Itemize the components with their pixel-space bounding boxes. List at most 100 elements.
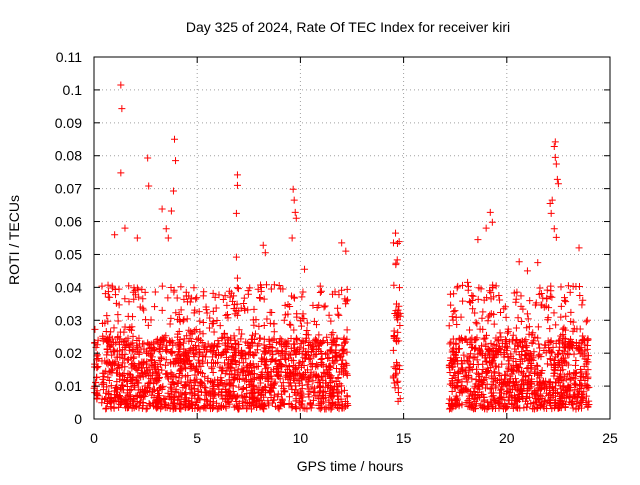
- data-point: [140, 306, 148, 314]
- data-point: [305, 373, 313, 381]
- data-point: [470, 387, 478, 395]
- data-point: [303, 327, 311, 335]
- data-point: [480, 396, 488, 404]
- data-point: [319, 394, 327, 402]
- data-point: [539, 294, 547, 302]
- data-point: [319, 361, 327, 369]
- data-point: [192, 326, 200, 334]
- data-point: [112, 299, 120, 307]
- data-point: [473, 365, 481, 373]
- data-point: [451, 373, 459, 381]
- data-point: [343, 392, 351, 400]
- data-point: [537, 290, 545, 298]
- data-point: [135, 349, 143, 357]
- data-point: [167, 207, 175, 215]
- data-point: [233, 181, 241, 189]
- data-point: [509, 331, 517, 339]
- data-point: [496, 389, 504, 397]
- data-point: [166, 383, 174, 391]
- data-point: [582, 318, 590, 326]
- data-point: [337, 365, 345, 373]
- data-point: [129, 332, 137, 340]
- data-point: [576, 325, 584, 333]
- data-point: [117, 169, 125, 177]
- data-point: [304, 374, 312, 382]
- data-point: [491, 398, 499, 406]
- data-point: [253, 362, 261, 370]
- data-point: [340, 346, 348, 354]
- data-point: [504, 327, 512, 335]
- data-point: [471, 395, 479, 403]
- data-point: [101, 290, 109, 298]
- data-point: [299, 310, 307, 318]
- data-point: [328, 399, 336, 407]
- data-point: [560, 357, 568, 365]
- data-point: [155, 395, 163, 403]
- data-point: [516, 338, 524, 346]
- data-point: [519, 380, 527, 388]
- data-point: [218, 376, 226, 384]
- data-point: [246, 362, 254, 370]
- data-point: [472, 344, 480, 352]
- data-point: [205, 324, 213, 332]
- data-point: [468, 296, 476, 304]
- data-point: [299, 373, 307, 381]
- data-point: [125, 282, 133, 290]
- data-point: [543, 389, 551, 397]
- data-point: [201, 353, 209, 361]
- data-point: [261, 249, 269, 257]
- data-point: [174, 359, 182, 367]
- data-point: [501, 402, 509, 410]
- data-point: [246, 284, 254, 292]
- data-point: [474, 295, 482, 303]
- data-point: [525, 350, 533, 358]
- data-point: [538, 395, 546, 403]
- data-point: [130, 381, 138, 389]
- data-point: [150, 386, 158, 394]
- data-point: [546, 292, 554, 300]
- data-point: [114, 334, 122, 342]
- data-point: [396, 309, 404, 317]
- data-point: [130, 353, 138, 361]
- data-point: [239, 366, 247, 374]
- data-point: [318, 360, 326, 368]
- data-point: [158, 282, 166, 290]
- data-point: [251, 330, 259, 338]
- data-point: [332, 378, 340, 386]
- data-point: [116, 347, 124, 355]
- data-point: [151, 288, 159, 296]
- data-point: [320, 368, 328, 376]
- data-point: [453, 321, 461, 329]
- data-point: [216, 322, 224, 330]
- data-point: [542, 383, 550, 391]
- data-point: [210, 382, 218, 390]
- data-point: [213, 317, 221, 325]
- data-point: [333, 352, 341, 360]
- data-point: [478, 314, 486, 322]
- data-point: [102, 404, 110, 412]
- data-point: [559, 349, 567, 357]
- data-point: [454, 282, 462, 290]
- data-point: [156, 383, 164, 391]
- data-point: [290, 388, 298, 396]
- data-point: [162, 356, 170, 364]
- data-point: [255, 334, 263, 342]
- data-point: [557, 313, 565, 321]
- data-point: [580, 362, 588, 370]
- data-point: [327, 331, 335, 339]
- data-point: [292, 405, 300, 413]
- data-point: [504, 387, 512, 395]
- data-point: [450, 308, 458, 316]
- data-point: [566, 394, 574, 402]
- data-point: [318, 373, 326, 381]
- data-point: [394, 377, 402, 385]
- x-tick-label: 20: [499, 430, 515, 446]
- data-point: [577, 373, 585, 381]
- data-point: [109, 338, 117, 346]
- data-point: [119, 381, 127, 389]
- data-point: [271, 358, 279, 366]
- data-point: [448, 313, 456, 321]
- data-point: [467, 403, 475, 411]
- data-point: [330, 388, 338, 396]
